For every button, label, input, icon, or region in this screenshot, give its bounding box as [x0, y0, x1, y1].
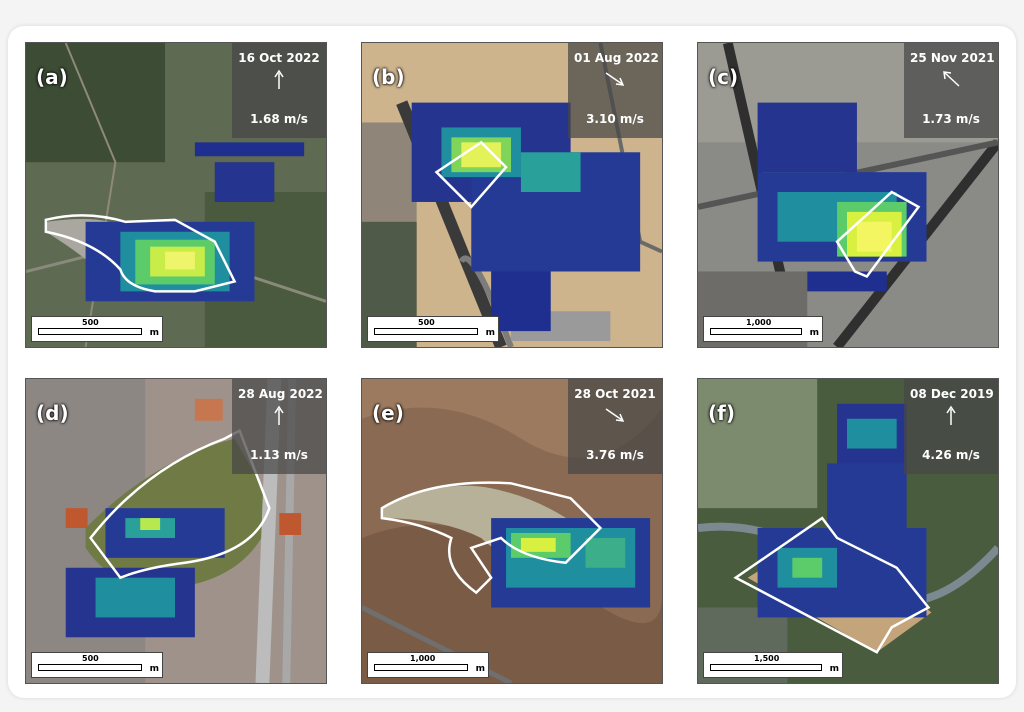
panel-label: (f): [708, 401, 735, 425]
panel-label: (e): [372, 401, 404, 425]
panel-c: (c) 25 Nov 2021 1.73 m/s 1,000 m: [697, 42, 999, 348]
info-box: 01 Aug 2022 3.10 m/s: [568, 43, 662, 138]
panel-label: (d): [36, 401, 69, 425]
info-box: 28 Aug 2022 1.13 m/s: [232, 379, 326, 474]
scale-bar: 1,000 m: [367, 652, 489, 678]
source-outline: [733, 516, 931, 654]
source-outline: [89, 428, 271, 580]
scale-bar: 1,500 m: [703, 652, 843, 678]
scale-value: 500: [82, 318, 99, 327]
panel-label: (a): [36, 65, 68, 89]
scale-value: 1,000: [410, 654, 436, 663]
scale-value: 1,500: [754, 654, 780, 663]
wind-speed-text: 1.13 m/s: [250, 448, 308, 462]
info-box: 08 Dec 2019 4.26 m/s: [904, 379, 998, 474]
source-outline: [44, 214, 237, 293]
info-box: 25 Nov 2021 1.73 m/s: [904, 43, 998, 138]
wind-speed-text: 3.10 m/s: [586, 112, 644, 126]
panel-d: (d) 28 Aug 2022 1.13 m/s 500 m: [25, 378, 327, 684]
figure-card: (a) 16 Oct 2022 1.68 m/s 500 m: [8, 26, 1016, 698]
wind-speed-text: 1.68 m/s: [250, 112, 308, 126]
arrow-up-icon: [274, 69, 284, 89]
scale-unit: m: [149, 328, 159, 338]
panel-b: (b) 01 Aug 2022 3.10 m/s 500 m: [361, 42, 663, 348]
scale-bar: 500 m: [31, 316, 163, 342]
date-text: 28 Oct 2021: [574, 387, 656, 401]
scale-value: 500: [418, 318, 435, 327]
scale-value: 1,000: [746, 318, 772, 327]
scale-unit: m: [149, 664, 159, 674]
methane-plume: [65, 508, 225, 638]
info-box: 28 Oct 2021 3.76 m/s: [568, 379, 662, 474]
panel-e: (e) 28 Oct 2021 3.76 m/s 1,000 m: [361, 378, 663, 684]
info-box: 16 Oct 2022 1.68 m/s: [232, 43, 326, 138]
date-text: 01 Aug 2022: [574, 51, 659, 65]
scale-unit: m: [809, 328, 819, 338]
arrow-up-icon: [946, 405, 956, 425]
arrow-up-icon: [274, 405, 284, 425]
panel-label: (b): [372, 65, 405, 89]
methane-plume: [757, 403, 927, 618]
wind-speed-text: 1.73 m/s: [922, 112, 980, 126]
date-text: 28 Aug 2022: [238, 387, 323, 401]
scale-bar: 500 m: [31, 652, 163, 678]
arrow-down-right-icon: [605, 72, 625, 86]
date-text: 08 Dec 2019: [910, 387, 994, 401]
scale-unit: m: [475, 664, 485, 674]
scale-unit: m: [829, 664, 839, 674]
scale-value: 500: [82, 654, 99, 663]
panel-a: (a) 16 Oct 2022 1.68 m/s 500 m: [25, 42, 327, 348]
wind-speed-text: 3.76 m/s: [586, 448, 644, 462]
methane-plume: [491, 518, 651, 608]
source-outline: [835, 190, 921, 278]
satellite-image: [26, 379, 326, 683]
arrow-down-right-icon: [605, 408, 625, 422]
scale-bar: 1,000 m: [703, 316, 823, 342]
wind-speed-text: 4.26 m/s: [922, 448, 980, 462]
source-outline: [434, 140, 508, 209]
arrow-up-left-icon: [943, 71, 960, 87]
source-outline: [380, 481, 603, 595]
scale-unit: m: [485, 328, 495, 338]
methane-plume: [757, 102, 927, 292]
date-text: 16 Oct 2022: [238, 51, 320, 65]
panel-f: (f) 08 Dec 2019 4.26 m/s 1,500 m: [697, 378, 999, 684]
panel-label: (c): [708, 65, 739, 89]
satellite-image: [698, 43, 998, 347]
date-text: 25 Nov 2021: [910, 51, 995, 65]
scale-bar: 500 m: [367, 316, 499, 342]
